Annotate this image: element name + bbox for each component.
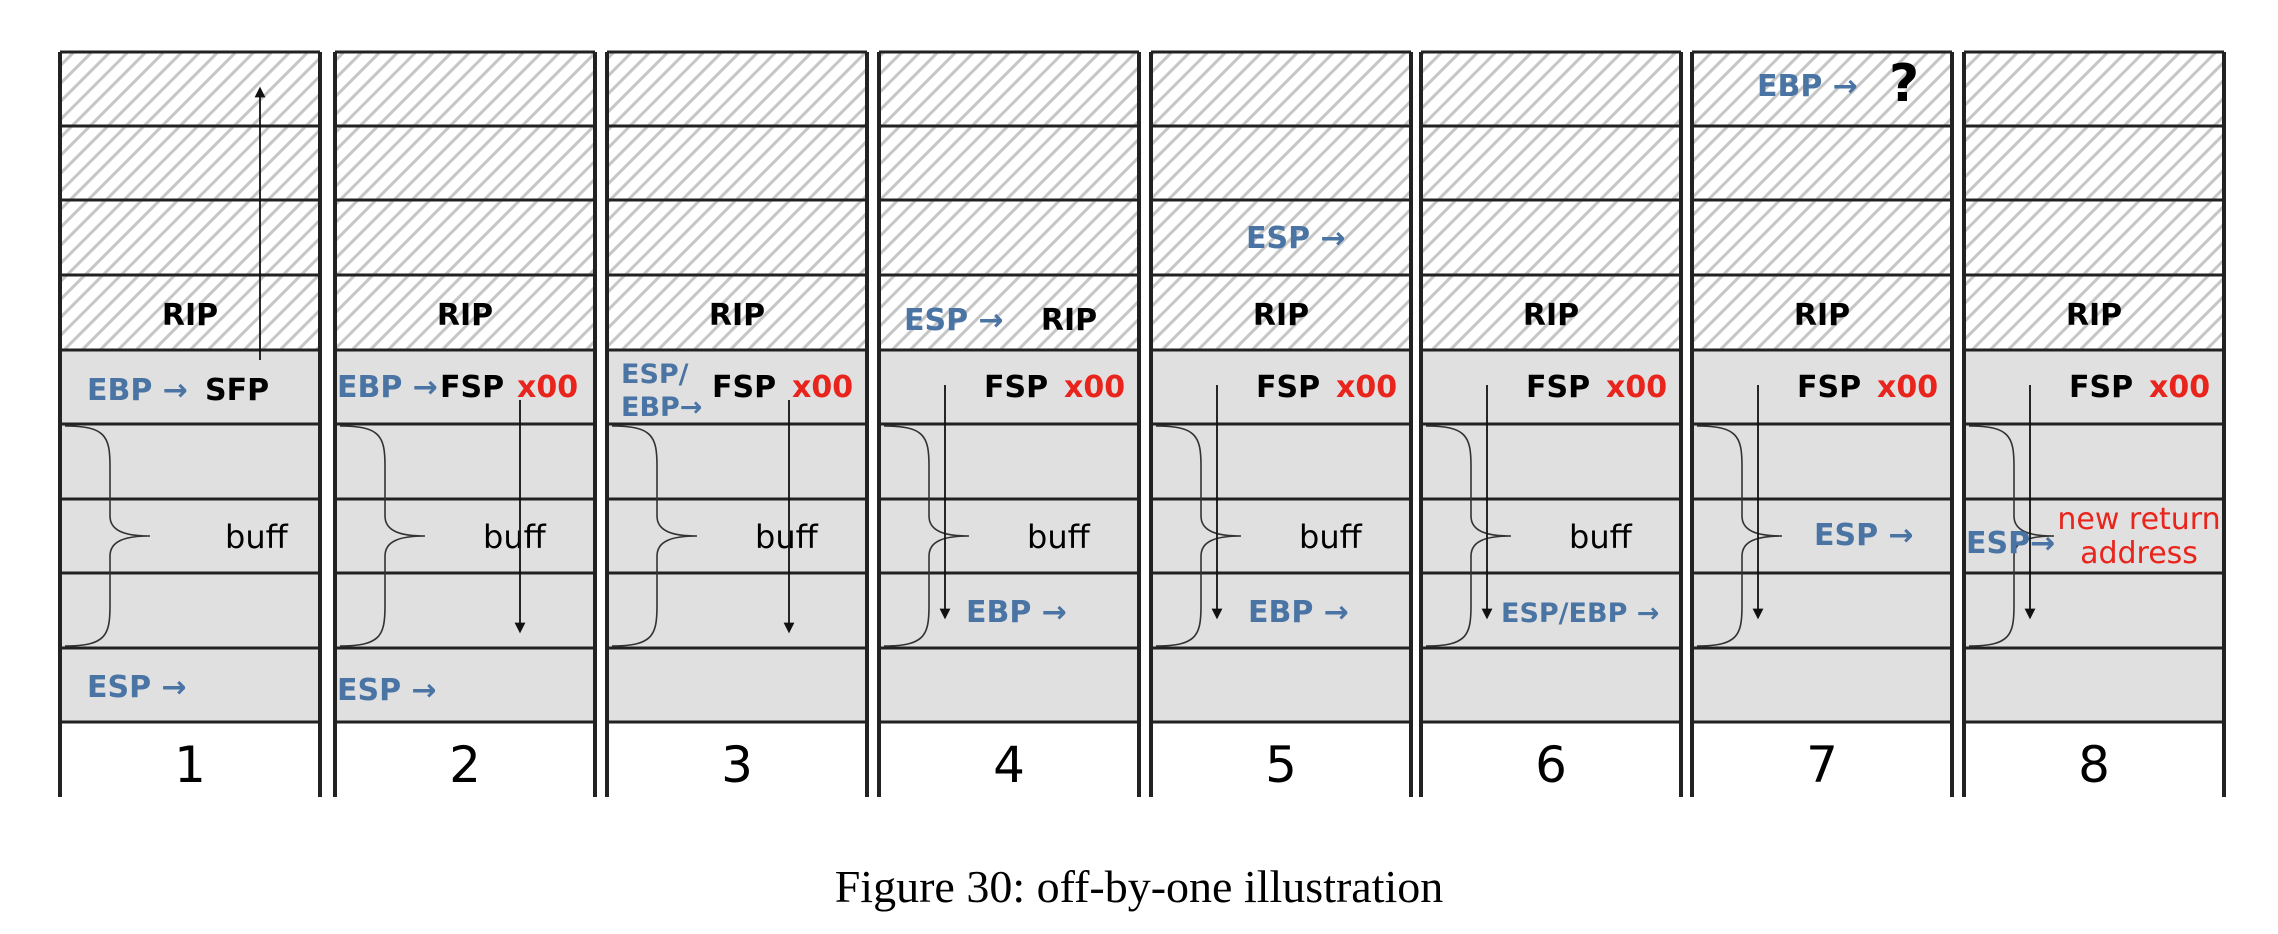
esp-ebp-pointer: ESP/EBP → — [1501, 598, 1659, 629]
rip-label: RIP — [162, 298, 218, 333]
column-number: 8 — [2078, 736, 2110, 794]
x00-label: x00 — [2149, 370, 2210, 405]
rip-label: RIP — [1253, 298, 1309, 333]
buff-label: buff — [483, 518, 547, 556]
stack-column-4: 4 RIP buff — [877, 50, 1141, 797]
buff-label: buff — [755, 518, 819, 556]
column-number: 6 — [1535, 736, 1567, 794]
x00-label: x00 — [1064, 370, 1125, 405]
question-mark: ? — [1889, 54, 1919, 114]
stack-column-6: 6 RIP buff — [1419, 50, 1683, 797]
column-number: 7 — [1806, 736, 1838, 794]
esp-pointer: ESP → — [1246, 221, 1346, 256]
x00-label: x00 — [517, 370, 578, 405]
stack-column-8: 8 RIP — [1962, 50, 2226, 797]
buff-brace — [611, 425, 698, 647]
esp-pointer: ESP → — [1814, 518, 1914, 553]
new-return-label-2: address — [2080, 536, 2198, 571]
buff-label: buff — [1027, 518, 1091, 556]
buff-label: buff — [1569, 518, 1633, 556]
buff-brace — [339, 425, 426, 647]
esp-slash-label: ESP/ — [621, 359, 689, 390]
buff-brace — [1696, 425, 1783, 647]
rip-label: RIP — [1041, 303, 1097, 338]
rip-label: RIP — [437, 298, 493, 333]
stack-region — [879, 350, 1139, 722]
ebp-pointer: EBP → — [337, 370, 438, 405]
stack-column-1: 1 RIP buff — [58, 50, 322, 797]
buff-brace — [64, 425, 151, 647]
buff-label: buff — [225, 518, 289, 556]
esp-pointer: ESP → — [87, 670, 187, 705]
fsp-label: FSP — [712, 370, 776, 405]
ebp-pointer: EBP→ — [621, 392, 702, 423]
stack-region — [607, 350, 867, 722]
buff-brace — [1968, 425, 2055, 647]
ebp-pointer: EBP → — [87, 373, 188, 408]
stack-column-7: 7 RIP — [1690, 50, 1954, 797]
column-number: 3 — [721, 736, 753, 794]
fsp-label: FSP — [984, 370, 1048, 405]
fsp-label: FSP — [2069, 370, 2133, 405]
esp-pointer: ESP→ — [1966, 526, 2055, 561]
x00-label: x00 — [1877, 370, 1938, 405]
ebp-pointer: EBP → — [1757, 69, 1858, 104]
buff-brace — [1425, 425, 1512, 647]
buff-brace — [883, 425, 970, 647]
fsp-label: FSP — [440, 370, 504, 405]
buff-label: buff — [1299, 518, 1363, 556]
stack-region — [1964, 350, 2224, 722]
new-return-label: new return — [2057, 502, 2220, 537]
rip-label: RIP — [1523, 298, 1579, 333]
column-number: 1 — [174, 736, 206, 794]
ebp-pointer: EBP → — [966, 595, 1067, 630]
stack-column-5: 5 RIP buff — [1149, 50, 1413, 797]
column-number: 4 — [993, 736, 1025, 794]
esp-pointer: ESP → — [904, 303, 1004, 338]
buff-brace — [1155, 425, 1242, 647]
fsp-label: FSP — [1526, 370, 1590, 405]
rip-label: RIP — [1794, 298, 1850, 333]
fsp-label: FSP — [1256, 370, 1320, 405]
ebp-pointer: EBP → — [1248, 595, 1349, 630]
stack-column-2: 2 RIP buff — [333, 50, 597, 797]
stack-region — [1151, 350, 1411, 722]
fsp-label: FSP — [1797, 370, 1861, 405]
column-number: 2 — [449, 736, 481, 794]
sfp-label: SFP — [205, 373, 269, 408]
rip-label: RIP — [709, 298, 765, 333]
esp-pointer: ESP → — [337, 673, 437, 708]
column-number: 5 — [1265, 736, 1297, 794]
stack-region — [1421, 350, 1681, 722]
stack-region — [1692, 350, 1952, 722]
x00-label: x00 — [1606, 370, 1667, 405]
stack-region — [60, 350, 320, 722]
stack-region — [335, 350, 595, 722]
figure-caption: Figure 30: off-by-one illustration — [834, 861, 1444, 912]
stack-column-3: 3 RIP buff — [605, 50, 869, 797]
x00-label: x00 — [1336, 370, 1397, 405]
x00-label: x00 — [792, 370, 853, 405]
rip-label: RIP — [2066, 298, 2122, 333]
